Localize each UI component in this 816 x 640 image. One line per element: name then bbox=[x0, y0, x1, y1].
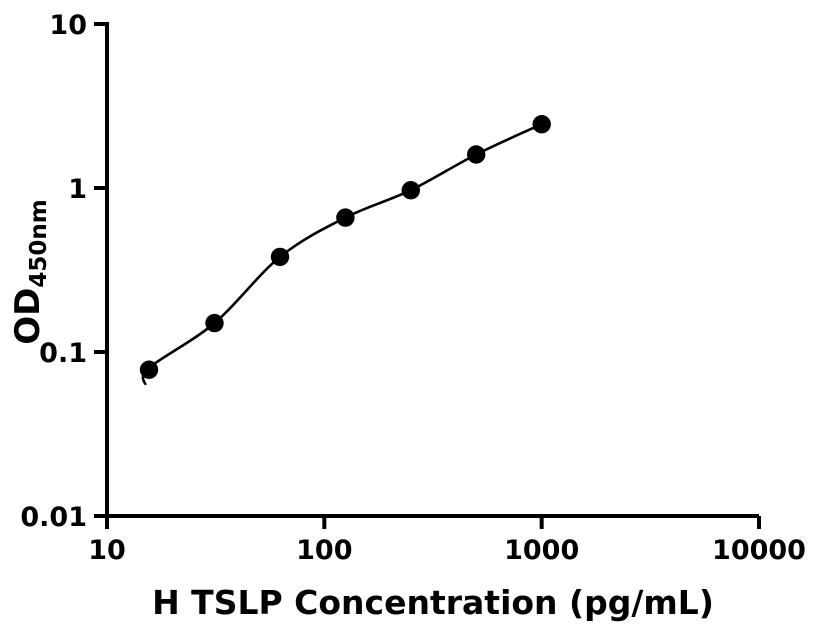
fit-curve bbox=[141, 123, 543, 386]
y-axis-tick-label: 1 bbox=[68, 174, 87, 205]
x-axis-tick-label: 100 bbox=[296, 535, 352, 566]
x-axis-tick-label: 10000 bbox=[712, 535, 806, 566]
y-axis-title: OD450nm bbox=[8, 199, 52, 345]
y-axis-title-main: OD bbox=[8, 287, 48, 345]
y-axis-title-subscript: 450nm bbox=[26, 199, 52, 288]
x-axis-tick-label: 10 bbox=[88, 535, 126, 566]
axis-spines bbox=[105, 22, 759, 518]
x-axis-title: H TSLP Concentration (pg/mL) bbox=[152, 583, 714, 622]
y-axis-tick-label: 0.01 bbox=[20, 502, 87, 533]
y-axis-tick-label: 0.1 bbox=[39, 338, 87, 369]
y-axis-tick-label: 10 bbox=[49, 10, 87, 41]
x-axis-tick-label: 1000 bbox=[504, 535, 579, 566]
